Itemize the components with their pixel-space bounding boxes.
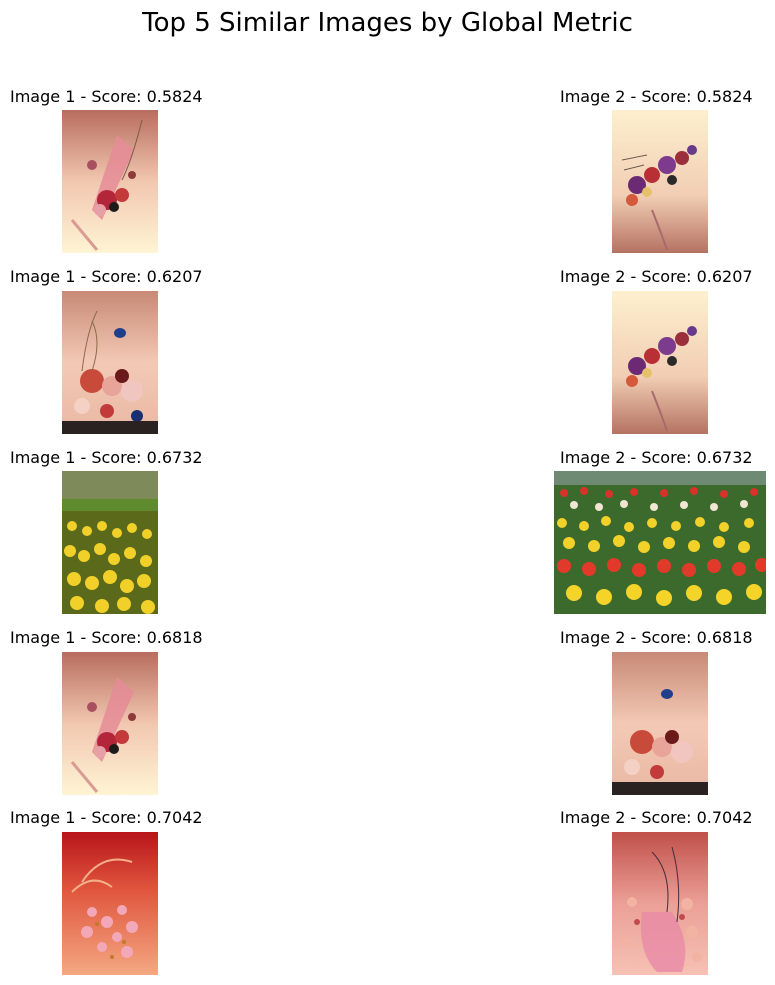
pair-1-right-image <box>612 110 708 253</box>
pair-3-left-image <box>62 471 158 614</box>
pair-2-left-image <box>62 291 158 434</box>
pair-4-left-image <box>62 652 158 795</box>
pair-3-right-image <box>554 471 766 614</box>
pair-5-right-caption: Image 2 - Score: 0.7042 <box>560 808 753 827</box>
pair-4-right-caption: Image 2 - Score: 0.6818 <box>560 628 753 647</box>
pair-5-left-image <box>62 832 158 975</box>
pair-4-right-image <box>612 652 708 795</box>
figure-title: Top 5 Similar Images by Global Metric <box>142 8 633 38</box>
pair-1-left-caption: Image 1 - Score: 0.5824 <box>10 87 203 106</box>
pair-3-right-caption: Image 2 - Score: 0.6732 <box>560 448 753 467</box>
pair-2-right-image <box>612 291 708 434</box>
pair-3-left-caption: Image 1 - Score: 0.6732 <box>10 448 203 467</box>
pair-1-right-caption: Image 2 - Score: 0.5824 <box>560 87 753 106</box>
pair-2-right-caption: Image 2 - Score: 0.6207 <box>560 267 753 286</box>
pair-2-left-caption: Image 1 - Score: 0.6207 <box>10 267 203 286</box>
pair-5-left-caption: Image 1 - Score: 0.7042 <box>10 808 203 827</box>
pair-4-left-caption: Image 1 - Score: 0.6818 <box>10 628 203 647</box>
pair-5-right-image <box>612 832 708 975</box>
pair-1-left-image <box>62 110 158 253</box>
